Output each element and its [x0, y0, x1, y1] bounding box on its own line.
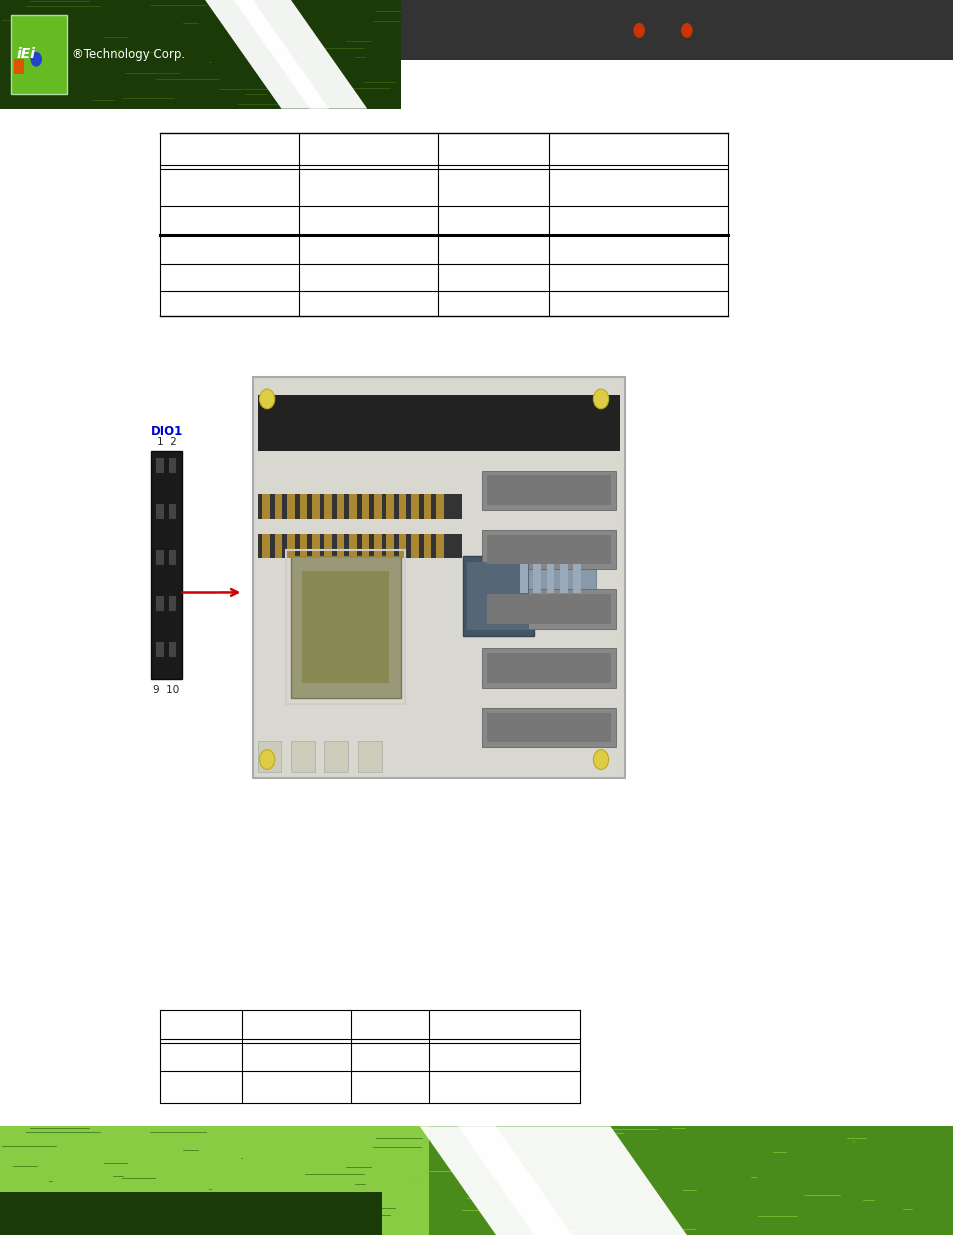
Bar [14, 59, 24, 74]
Bar [0, 1126, 953, 1235]
Bar [151, 451, 182, 679]
Circle shape [680, 23, 692, 38]
Bar [423, 534, 431, 558]
Bar [486, 475, 610, 505]
Bar [411, 494, 418, 519]
Text: iEi: iEi [16, 47, 35, 62]
Bar [486, 594, 610, 624]
Bar [257, 741, 281, 772]
Bar [156, 597, 164, 611]
Circle shape [259, 750, 274, 769]
Bar [436, 534, 443, 558]
Bar [486, 535, 610, 564]
Bar [386, 494, 394, 519]
Bar [324, 494, 332, 519]
Bar [411, 534, 418, 558]
Bar [400, 0, 953, 59]
Bar [398, 534, 406, 558]
Bar [169, 458, 176, 473]
Bar [156, 504, 164, 519]
Bar [336, 494, 344, 519]
Bar [467, 562, 529, 630]
Bar [286, 550, 405, 704]
Bar [573, 537, 580, 593]
Bar [262, 534, 270, 558]
Text: DIO1: DIO1 [151, 425, 183, 438]
Bar [374, 534, 381, 558]
Bar [486, 713, 610, 742]
Bar [312, 494, 319, 519]
Bar [287, 494, 294, 519]
Bar [462, 556, 534, 636]
Circle shape [259, 389, 274, 409]
Bar [257, 395, 619, 451]
Bar [481, 589, 615, 629]
Bar [257, 494, 461, 519]
Bar [349, 534, 356, 558]
Bar [0, 0, 400, 109]
Text: 1  2: 1 2 [157, 437, 177, 447]
Bar [481, 648, 615, 688]
Bar [386, 534, 394, 558]
Circle shape [593, 389, 608, 409]
Bar [312, 534, 319, 558]
Bar [324, 741, 348, 772]
Bar [546, 537, 554, 593]
Bar [423, 494, 431, 519]
Bar [324, 534, 332, 558]
Bar [169, 551, 176, 566]
Bar [156, 458, 164, 473]
Polygon shape [205, 0, 367, 109]
Bar [262, 494, 270, 519]
Bar [169, 642, 176, 657]
Bar [481, 471, 615, 510]
Bar [274, 534, 282, 558]
Bar [400, 0, 953, 109]
Bar [169, 504, 176, 519]
Bar [398, 494, 406, 519]
Bar [257, 534, 461, 558]
Bar [519, 537, 527, 593]
Bar [0, 0, 953, 109]
Bar [299, 494, 307, 519]
Bar [169, 597, 176, 611]
Bar [336, 534, 344, 558]
Bar [0, 1126, 429, 1235]
Bar [253, 377, 624, 778]
Bar [11, 15, 67, 94]
Bar [156, 642, 164, 657]
Bar [302, 571, 389, 683]
Bar [357, 741, 381, 772]
Circle shape [593, 750, 608, 769]
Bar [519, 537, 596, 593]
Bar [291, 556, 400, 698]
Bar [291, 741, 314, 772]
Bar [0, 1126, 400, 1235]
Bar [481, 530, 615, 569]
Bar [156, 551, 164, 566]
Bar [287, 534, 294, 558]
Bar [361, 494, 369, 519]
Bar [0, 1192, 381, 1235]
Polygon shape [419, 1126, 686, 1235]
Text: 9  10: 9 10 [152, 685, 179, 695]
Bar [374, 494, 381, 519]
Bar [274, 494, 282, 519]
Polygon shape [457, 1126, 572, 1235]
Circle shape [633, 23, 644, 38]
Bar [486, 653, 610, 683]
Circle shape [30, 52, 42, 67]
Bar [349, 494, 356, 519]
Polygon shape [233, 0, 329, 109]
Bar [299, 534, 307, 558]
Bar [481, 708, 615, 747]
Bar [436, 494, 443, 519]
Bar [559, 537, 567, 593]
Text: ®Technology Corp.: ®Technology Corp. [71, 48, 185, 61]
Bar [533, 537, 540, 593]
Bar [361, 534, 369, 558]
